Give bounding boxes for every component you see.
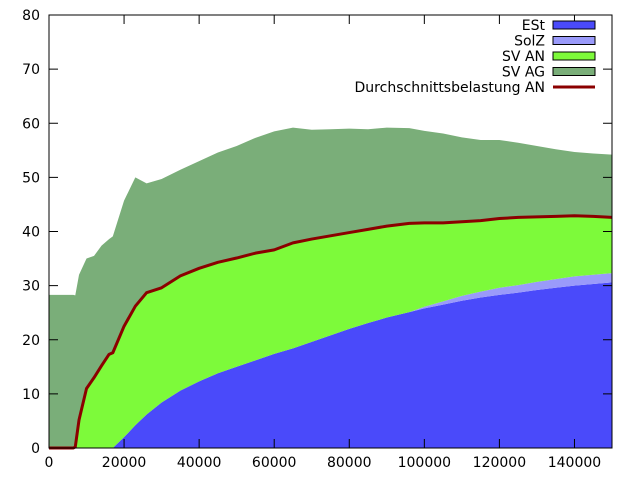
y-tick-label: 0 xyxy=(31,441,40,457)
y-tick-label: 60 xyxy=(22,116,40,132)
legend-swatch xyxy=(552,67,596,76)
x-tick-label: 120000 xyxy=(473,455,526,471)
y-tick-label: 30 xyxy=(22,279,40,295)
legend-label: Durchschnittsbelastung AN xyxy=(355,80,545,96)
axes-layer: 0 10 20 30 40 50 60 70 80 0 20000 40000 60000 80000 10… xyxy=(22,8,613,471)
line-layer xyxy=(49,214,613,450)
legend-swatch xyxy=(552,36,596,45)
x-tick-label: 0 xyxy=(45,455,54,471)
x-tick-label: 60000 xyxy=(252,455,297,471)
x-tick-label: 80000 xyxy=(327,455,372,471)
area-series-sv-ag xyxy=(49,127,612,448)
y-tick-label: 10 xyxy=(22,387,40,403)
y-tick-label: 70 xyxy=(22,62,40,78)
area-layer xyxy=(49,127,612,448)
x-tick-label: 140000 xyxy=(548,455,601,471)
line-series-durchschnittsbelastung-an xyxy=(49,214,613,450)
legend-swatch xyxy=(552,20,596,30)
legend-label: SV AG xyxy=(502,65,545,81)
legend-label: SolZ xyxy=(514,34,545,50)
area-series-est xyxy=(49,282,612,448)
x-tick-label: 20000 xyxy=(102,455,147,471)
legend-label: SV AN xyxy=(502,49,545,65)
area-series-sv-an xyxy=(49,216,612,448)
y-tick-label: 80 xyxy=(22,8,40,24)
legend-label: ESt xyxy=(522,18,546,34)
x-tick-label: 100000 xyxy=(398,455,451,471)
y-tick-label: 40 xyxy=(22,225,40,241)
y-tick-label: 20 xyxy=(22,333,40,349)
x-tick-label: 40000 xyxy=(177,455,222,471)
y-tick-label: 50 xyxy=(22,170,40,186)
legend-swatch xyxy=(552,51,596,61)
